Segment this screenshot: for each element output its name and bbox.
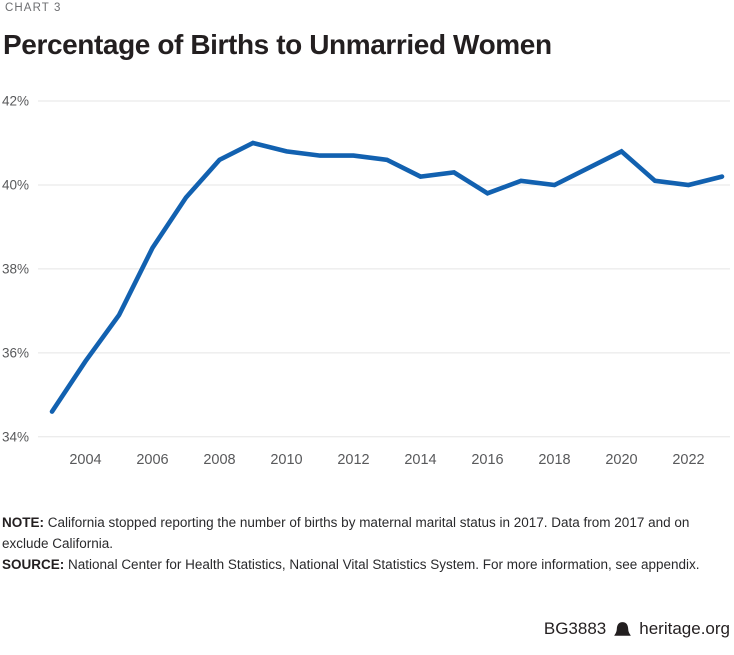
page-title: Percentage of Births to Unmarried Women	[3, 29, 552, 60]
x-axis-tick-label: 2012	[337, 452, 369, 468]
x-axis-tick-label: 2018	[538, 452, 570, 468]
source-label: SOURCE:	[2, 557, 65, 572]
site-link[interactable]: heritage.org	[639, 619, 730, 638]
x-axis-tick-label: 2004	[69, 452, 101, 468]
chart-notes: NOTE: California stopped reporting the n…	[2, 512, 733, 575]
source-text: SOURCE: National Center for Health Stati…	[2, 557, 700, 572]
chart-number-label: CHART 3	[5, 2, 62, 14]
x-axis-tick-label: 2014	[404, 452, 436, 468]
footer-credit: BG3883 heritage.org	[544, 619, 730, 639]
y-axis-tick-label: 36%	[2, 345, 29, 360]
note-label: NOTE:	[2, 515, 44, 530]
x-axis-tick-label: 2020	[605, 452, 637, 468]
document-id: BG3883	[543, 619, 607, 638]
x-axis-tick-label: 2016	[471, 452, 503, 468]
y-axis-tick-label: 42%	[2, 94, 29, 109]
y-axis-tick-label: 38%	[2, 261, 29, 276]
y-axis-tick-label: 40%	[2, 177, 29, 192]
x-axis-tick-label: 2022	[672, 452, 704, 468]
data-line-unmarried-births	[49, 140, 725, 414]
y-axis-tick-label: 34%	[2, 429, 29, 444]
x-axis-tick-label: 2006	[136, 452, 168, 468]
x-axis-tick-label: 2010	[270, 452, 302, 468]
x-axis-tick-label: 2008	[203, 452, 235, 468]
note-text: NOTE: California stopped reporting the n…	[2, 515, 690, 551]
heritage-bell-icon	[613, 621, 632, 638]
chart-canvas: 42% 40% 38% 36% 34% 2004 2006 2008 2010 2012 2014 2…	[2, 94, 730, 468]
line-chart: 42% 40% 38% 36% 34% 2004 2006 2008 2010 2012 2014 2…	[0, 85, 734, 480]
